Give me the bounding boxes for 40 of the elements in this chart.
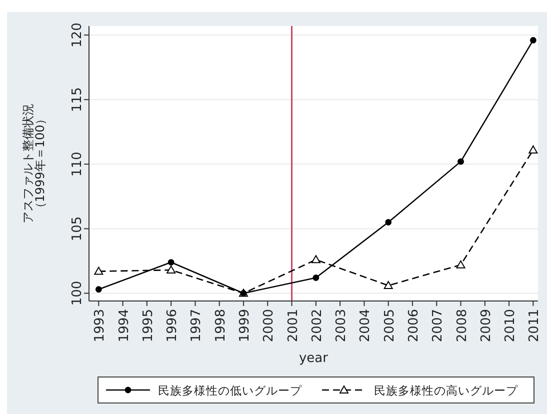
x-axis-title: year [298, 351, 329, 366]
x-tick-label: 2011 [527, 309, 542, 342]
x-tick-label: 2010 [503, 309, 518, 342]
point [528, 145, 538, 154]
point [312, 274, 320, 281]
x-tick-label: 1998 [213, 309, 228, 342]
x-tick-label: 2005 [382, 309, 398, 342]
legend-label: 民族多様性の低いグループ [158, 384, 303, 398]
y-axis-title: アスファルト整備状況（1999年＝100） [21, 104, 47, 224]
point [166, 266, 176, 274]
x-tick-label: 1996 [165, 309, 180, 342]
y-tick-label: 115 [70, 87, 85, 112]
x-tick-label: 1997 [189, 309, 204, 342]
x-tick-label: 2000 [262, 309, 277, 342]
legend-label: 民族多様性の高いグループ [374, 384, 519, 398]
point [456, 260, 466, 268]
x-tick-label: 2009 [478, 309, 494, 342]
x-tick-label: 2008 [454, 309, 470, 342]
x-tick-label: 1999 [237, 309, 252, 342]
y-tick-label: 120 [70, 22, 85, 48]
point [530, 37, 536, 44]
x-tick-label: 2001 [286, 309, 301, 342]
point [95, 286, 102, 293]
x-tick-label: 1995 [140, 309, 156, 342]
y-tick-label: 105 [70, 216, 85, 242]
point [311, 255, 320, 264]
x-tick-label: 2002 [310, 309, 325, 342]
point [94, 266, 104, 275]
x-tick-label: 2004 [358, 309, 374, 342]
x-tick-label: 1994 [116, 309, 132, 342]
x-tick-label: 1993 [92, 309, 108, 342]
point [385, 219, 392, 226]
point [168, 259, 174, 266]
x-tick-label: 2006 [406, 309, 422, 342]
y-tick-label: 100 [70, 280, 85, 306]
y-tick-label: 110 [70, 152, 85, 177]
x-tick-label: 2003 [334, 309, 350, 342]
point [458, 158, 464, 165]
point [384, 281, 393, 290]
x-tick-label: 2007 [430, 309, 446, 342]
